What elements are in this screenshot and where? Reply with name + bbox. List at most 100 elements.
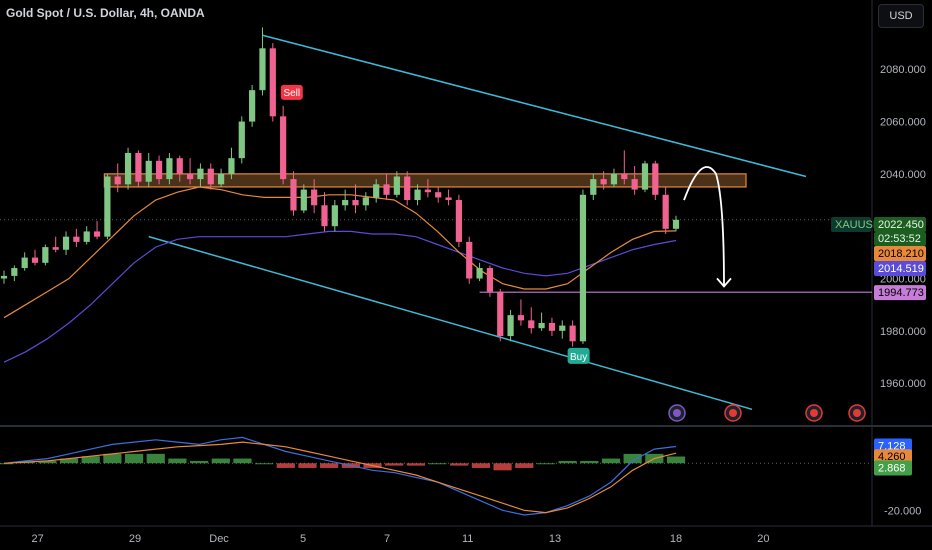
candle-body — [548, 322, 556, 331]
candle-body — [331, 205, 338, 227]
last-price-tag-text: 2022.450 — [878, 219, 924, 231]
candle — [269, 43, 276, 122]
candle-body — [249, 90, 256, 122]
support-level-tag: 1994.773 — [874, 285, 926, 301]
candle — [62, 231, 70, 255]
candle — [445, 189, 452, 206]
symbol-tag-text: XAUUSD — [835, 219, 881, 231]
candle-body — [11, 268, 18, 276]
candle — [280, 105, 287, 185]
candle — [197, 163, 204, 187]
macd-histogram-bar — [298, 463, 317, 468]
signal-value-tag-text: 4.260 — [878, 451, 906, 463]
candle — [228, 147, 235, 180]
candle — [93, 220, 101, 240]
candle-body — [176, 158, 183, 174]
candle — [569, 320, 576, 347]
candle — [517, 299, 525, 326]
currency-selector-button[interactable]: USD — [878, 4, 924, 28]
time-tick-label: 29 — [129, 533, 141, 545]
candle-body — [445, 197, 452, 201]
ema-slow-tag-text: 2014.519 — [878, 263, 924, 275]
macd-histogram-bar — [558, 460, 577, 464]
candle — [631, 166, 638, 195]
candle-body — [590, 179, 597, 195]
candle-body — [135, 152, 142, 182]
buy-signal-label: Buy — [570, 352, 587, 363]
macd-histogram-bar — [276, 463, 295, 468]
candle — [435, 186, 442, 203]
candle — [176, 155, 183, 182]
symbol-tag-bg — [831, 217, 871, 232]
candle-body — [662, 194, 669, 229]
candle — [476, 262, 483, 282]
support-level-tag-bg — [874, 285, 926, 301]
candle-body — [73, 236, 80, 242]
lightning-event-icon-dot — [673, 409, 681, 417]
macd-histogram-bar — [124, 453, 144, 464]
time-tick-label: 5 — [300, 533, 306, 545]
candle — [641, 160, 649, 193]
candle-body — [476, 268, 483, 279]
us-flag-event-icon — [805, 404, 823, 422]
candle — [321, 192, 328, 232]
macd-histogram-bar — [81, 456, 100, 464]
ema-slow-tag: 2014.519 — [874, 261, 926, 276]
candle-body — [145, 160, 152, 182]
time-tick-label: 11 — [462, 533, 473, 545]
macd-histogram-bar — [146, 453, 165, 464]
candle-body — [579, 194, 587, 342]
macd-histogram-bar — [428, 463, 447, 465]
candle — [621, 150, 628, 185]
candle-body — [517, 315, 525, 321]
candle-body — [93, 231, 101, 237]
candle — [145, 152, 152, 187]
histogram-value-tag-text: 2.868 — [878, 463, 906, 475]
candle — [300, 184, 307, 214]
candle-body — [466, 241, 473, 279]
signal-value-tag: 4.260 — [874, 449, 912, 465]
ema-slow-tag-bg — [874, 261, 926, 276]
candle-body — [42, 247, 49, 263]
macd-histogram-bar — [103, 453, 122, 464]
sell-signal-label: Sell — [283, 88, 300, 99]
candle-body — [269, 48, 276, 117]
candle-body — [290, 179, 297, 211]
candle — [652, 160, 659, 201]
macd-histogram-bar — [450, 463, 469, 466]
candle-body — [672, 219, 680, 229]
candle — [104, 173, 111, 240]
last-price-tag-bg — [874, 217, 926, 232]
macd-line — [3, 436, 677, 516]
projection-arrow — [683, 166, 725, 287]
candle — [393, 171, 400, 198]
channel-lower-line — [148, 235, 753, 411]
candle — [672, 215, 680, 232]
buy-signal-badge — [567, 347, 590, 364]
channel-upper-line — [262, 34, 807, 178]
chart-title: Gold Spot / U.S. Dollar, 4h, OANDA — [6, 6, 205, 20]
candle-body — [373, 184, 380, 198]
macd-histogram-bar — [623, 453, 642, 464]
us-flag-event-icon-dot — [810, 409, 818, 417]
candle — [249, 84, 256, 127]
time-tick-label: 7 — [384, 533, 390, 545]
candle-body — [362, 197, 369, 206]
candle-body — [393, 176, 400, 195]
ema-fast-tag-text: 2018.210 — [878, 248, 924, 260]
candle — [73, 228, 80, 248]
candle — [124, 147, 132, 190]
candle-body — [0, 275, 8, 279]
macd-histogram-bar — [38, 460, 57, 464]
us-flag-event-icon-dot — [729, 409, 737, 417]
candle-body — [414, 189, 421, 201]
ema-fast-tag: 2018.210 — [874, 246, 926, 261]
signal-value-tag-bg — [874, 449, 912, 465]
candle-body — [311, 189, 318, 206]
candle — [424, 179, 431, 198]
histogram-value-tag: 2.868 — [874, 460, 912, 476]
histogram-value-tag-bg — [874, 460, 912, 476]
us-flag-event-icon-dot — [853, 409, 861, 417]
time-tick-label: 27 — [31, 533, 43, 545]
candle — [218, 168, 225, 187]
